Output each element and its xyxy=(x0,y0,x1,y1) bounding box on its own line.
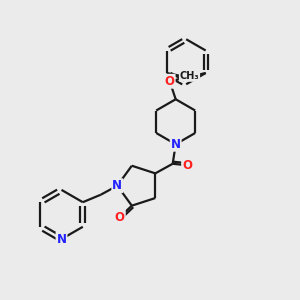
Text: O: O xyxy=(165,75,175,88)
Text: CH₃: CH₃ xyxy=(180,71,199,81)
Text: N: N xyxy=(171,138,181,151)
Text: O: O xyxy=(182,159,192,172)
Text: N: N xyxy=(56,232,67,246)
Text: N: N xyxy=(112,179,122,192)
Text: O: O xyxy=(115,211,125,224)
